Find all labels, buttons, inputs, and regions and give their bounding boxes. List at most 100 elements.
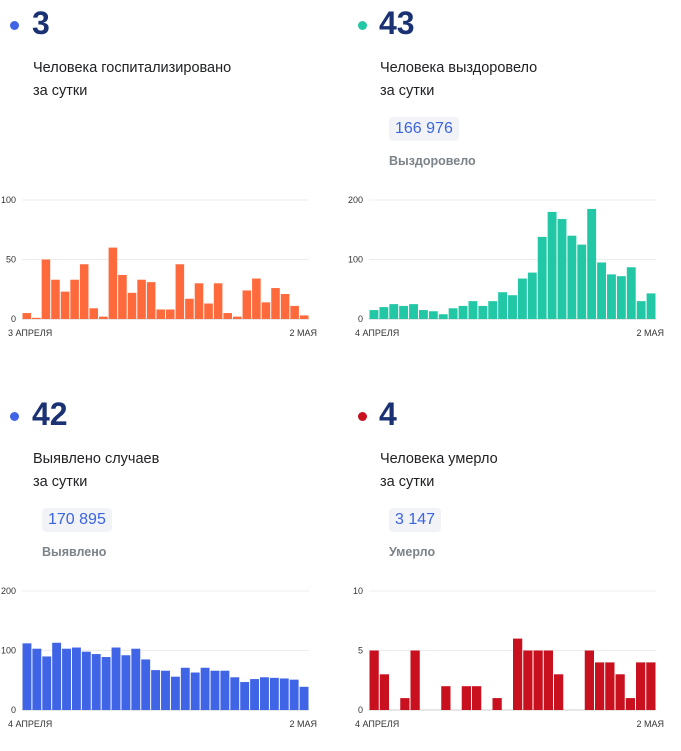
bar [379,674,389,710]
bar [52,642,62,710]
bar [200,667,210,710]
bar [51,279,60,319]
cumulative-total-label: Выявлено [42,545,107,559]
bar [625,698,635,710]
bar [101,657,111,710]
bar [597,262,607,319]
bar [41,259,51,319]
x-start-label: 4 АПРЕЛЯ [8,719,52,729]
bar [223,313,232,319]
y-tick-label: 100 [1,646,16,656]
bar [517,278,527,319]
panel-deaths: 4 Человека умерло за сутки 3 147 Умерло … [347,391,677,751]
bar [595,662,605,710]
bar [271,288,280,319]
bar [170,676,180,710]
bar [527,272,537,319]
bar [261,302,271,319]
bar [79,264,89,319]
cumulative-total-label: Выздоровело [389,154,476,168]
bar [279,678,289,710]
description-line-1: Выявлено случаев [33,451,160,467]
bar [32,648,42,710]
bar [498,292,508,319]
bar-chart: 0 5 10 4 АПРЕЛЯ 2 МАЯ [353,586,664,729]
y-tick-label: 200 [348,195,363,205]
bar [210,670,220,710]
bar [626,267,636,319]
daily-number: 42 [32,396,68,432]
bar [557,219,567,319]
bar-chart: 0 100 200 4 АПРЕЛЯ 2 МАЯ [348,195,664,338]
bar [418,310,428,319]
bar [389,304,399,319]
bar [547,211,557,319]
bar [554,674,564,710]
bar [636,662,646,710]
y-tick-label: 5 [358,646,363,656]
bar [537,236,547,319]
bar [137,279,146,319]
bar [290,305,299,319]
bar [567,235,577,319]
bar [62,648,71,710]
y-tick-label: 200 [1,586,16,596]
bar [232,316,242,319]
bar [161,670,170,710]
bar [146,282,156,319]
bar [379,307,389,319]
bar-chart: 0 50 100 3 АПРЕЛЯ 2 МАЯ [1,195,317,338]
x-start-label: 4 АПРЕЛЯ [355,719,399,729]
bar [441,686,451,710]
bar [369,310,379,319]
series-dot [358,412,367,421]
x-end-label: 2 МАЯ [289,719,317,729]
panel-recovered: 43 Человека выздоровело за сутки 166 976… [347,0,677,360]
bar [190,672,200,710]
y-tick-label: 50 [6,255,16,265]
bar [230,677,240,710]
bar [410,650,420,710]
bar [175,264,185,319]
description-line-1: Человека госпитализировано [33,60,232,76]
bar [242,290,252,319]
x-end-label: 2 МАЯ [636,719,664,729]
bar [448,308,458,319]
bar [141,659,151,710]
bar [32,317,41,319]
bar [472,686,482,710]
y-tick-label: 100 [348,255,363,265]
panel-hospitalized: 3 Человека госпитализировано за сутки 0 5… [0,0,330,360]
bar [299,315,309,319]
description: Человека умерло за сутки [380,448,640,494]
x-start-label: 4 АПРЕЛЯ [355,328,399,338]
description: Выявлено случаев за сутки [33,448,293,494]
bar [269,677,279,710]
bar [299,686,309,710]
bar [166,309,175,319]
daily-number: 4 [379,396,397,432]
cumulative-total-label: Умерло [389,545,436,559]
bar [280,294,290,319]
bar [533,650,543,710]
bar [577,244,587,319]
bar [220,670,230,710]
bar [400,698,410,710]
bar [71,647,81,710]
bar [428,311,438,319]
bar [409,304,418,319]
bar [646,662,656,710]
bar [488,301,498,319]
cumulative-total: 166 976 [389,117,459,141]
y-tick-label: 0 [11,314,16,324]
y-tick-label: 10 [353,586,363,596]
description-line-2: за сутки [380,83,435,99]
bar [81,651,91,710]
description-line-1: Человека выздоровело [380,60,538,76]
cumulative-total: 170 895 [42,508,112,532]
bar [213,283,223,319]
bar [180,667,190,710]
bar [22,313,32,319]
bar [60,291,70,319]
bar [121,655,131,710]
